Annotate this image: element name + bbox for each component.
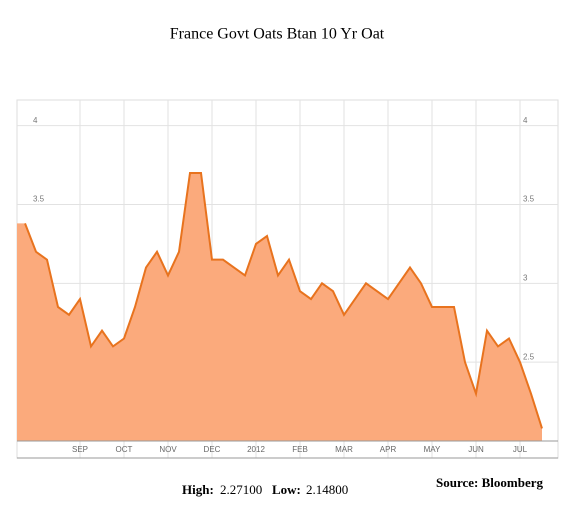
x-tick-label: MAR (335, 445, 353, 454)
low-value: 2.14800 (306, 482, 348, 497)
y-tick-label-right: 2.5 (523, 352, 535, 361)
chart-title: France Govt Oats Btan 10 Yr Oat (170, 26, 385, 43)
area (17, 172, 542, 441)
low-label: Low: (272, 482, 301, 497)
y-tick-label: 3.5 (33, 195, 45, 204)
x-tick-label: OCT (116, 445, 133, 454)
source: Source: Bloomberg (436, 475, 543, 490)
high-label: High: (182, 482, 214, 497)
x-tick-label: DEC (204, 445, 221, 454)
y-tick-label-right: 3 (523, 273, 528, 282)
y-tick-label-right: 3.5 (523, 195, 535, 204)
high-value: 2.27100 (220, 482, 262, 497)
x-tick-label: NOV (159, 445, 177, 454)
x-tick-label: 2012 (247, 445, 265, 454)
x-tick-label: APR (380, 445, 397, 454)
line (24, 171, 543, 429)
x-tick-label: JUL (513, 445, 528, 454)
y-tick-label-right: 4 (523, 116, 528, 125)
x-tick-label: SEP (72, 445, 88, 454)
x-tick-label: MAY (424, 445, 441, 454)
x-tick-label: JUN (468, 445, 484, 454)
x-tick-label: FEB (292, 445, 308, 454)
y-tick-label: 4 (33, 116, 38, 125)
